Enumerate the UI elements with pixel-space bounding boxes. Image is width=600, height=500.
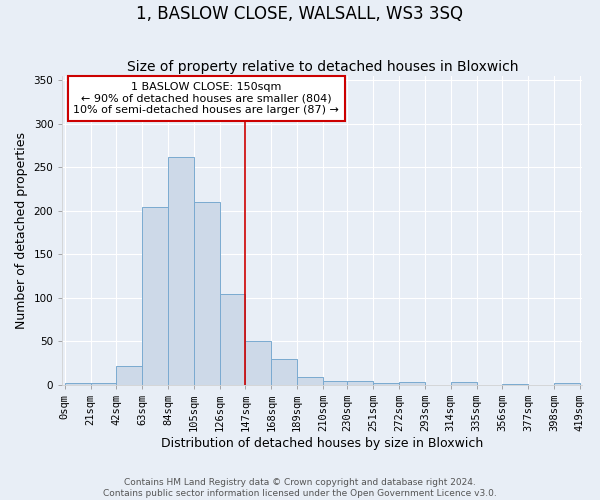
Bar [168,156,194,385]
Bar [194,202,220,385]
Bar [451,382,476,385]
Bar [91,383,116,385]
Bar [373,383,399,385]
Bar [399,382,425,385]
Bar [220,294,245,385]
Bar [297,377,323,385]
Text: Contains HM Land Registry data © Crown copyright and database right 2024.
Contai: Contains HM Land Registry data © Crown c… [103,478,497,498]
Bar [323,382,347,385]
Text: 1 BASLOW CLOSE: 150sqm
← 90% of detached houses are smaller (804)
10% of semi-de: 1 BASLOW CLOSE: 150sqm ← 90% of detached… [73,82,339,115]
Bar [65,383,91,385]
Bar [347,382,373,385]
X-axis label: Distribution of detached houses by size in Bloxwich: Distribution of detached houses by size … [161,437,484,450]
Bar [142,207,168,385]
Bar [502,384,528,385]
Text: 1, BASLOW CLOSE, WALSALL, WS3 3SQ: 1, BASLOW CLOSE, WALSALL, WS3 3SQ [137,5,464,23]
Bar [245,342,271,385]
Title: Size of property relative to detached houses in Bloxwich: Size of property relative to detached ho… [127,60,518,74]
Bar [116,366,142,385]
Y-axis label: Number of detached properties: Number of detached properties [15,132,28,329]
Bar [554,383,580,385]
Bar [271,359,297,385]
